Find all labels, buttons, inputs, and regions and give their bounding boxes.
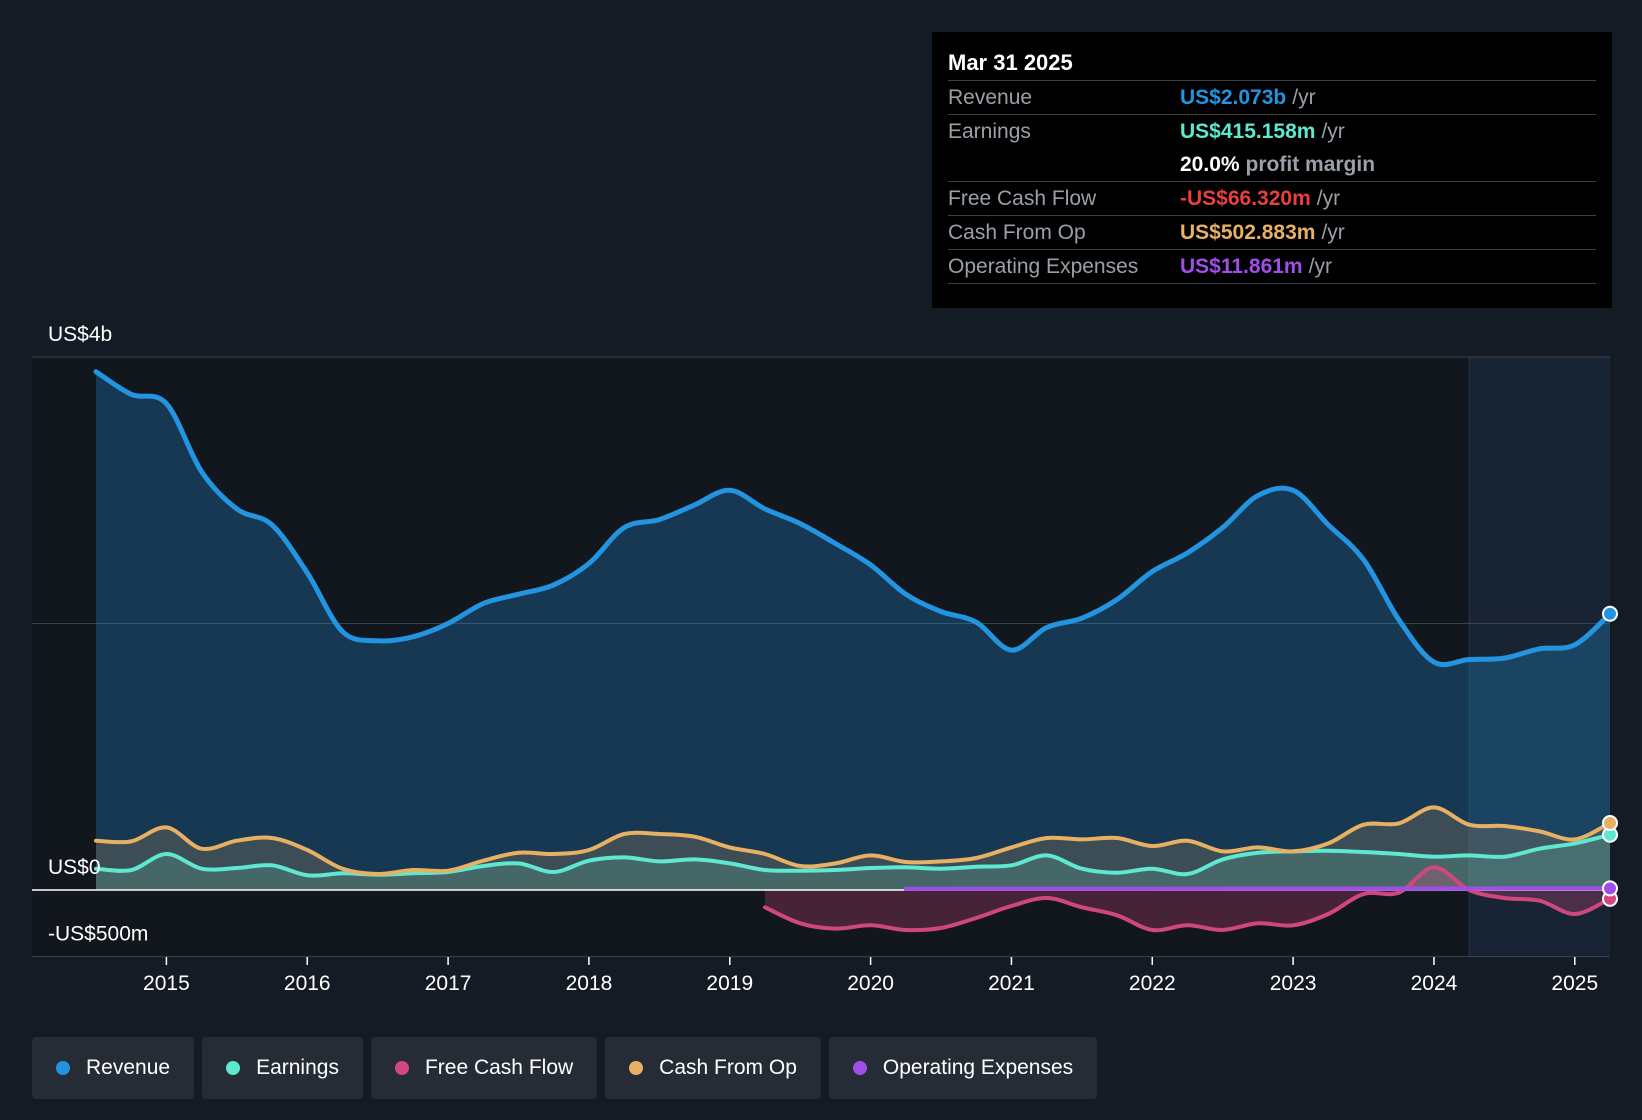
- tooltip-label-fcf: Free Cash Flow: [948, 187, 1097, 210]
- tooltip-label-earnings: Earnings: [948, 120, 1031, 143]
- x-tick-label: 2017: [425, 972, 472, 995]
- x-tick-label: 2024: [1411, 972, 1458, 995]
- x-tick-label: 2021: [988, 972, 1035, 995]
- tooltip-row-revenue: Revenue US$2.073b /yr: [948, 81, 1596, 115]
- revenue-end-dot: [1602, 605, 1618, 622]
- tooltip-row-opex: Operating Expenses US$11.861m /yr: [948, 250, 1596, 284]
- tooltip-row-cfo: Cash From Op US$502.883m /yr: [948, 216, 1596, 250]
- tooltip-row-earnings: Earnings US$415.158m /yr: [948, 115, 1596, 148]
- x-tick-label: 2020: [847, 972, 894, 995]
- x-tick-label: 2022: [1129, 972, 1176, 995]
- y-axis-labels: US$4b US$0 -US$500m: [48, 323, 148, 946]
- legend-label-free-cash-flow: Free Cash Flow: [424, 1056, 574, 1079]
- tooltip-unit-margin: profit margin: [1245, 153, 1376, 176]
- cash-from-op-end-dot: [1602, 814, 1618, 831]
- tooltip-value-fcf: -US$66.320m: [1180, 187, 1311, 210]
- legend-label-revenue: Revenue: [86, 1056, 171, 1079]
- legend: Revenue Earnings Free Cash Flow Cash Fro…: [32, 1037, 1098, 1099]
- tooltip-row-fcf: Free Cash Flow -US$66.320m /yr: [948, 182, 1596, 216]
- plot-background: [32, 357, 1610, 957]
- x-tick-label: 2019: [706, 972, 753, 995]
- x-tick-label: 2025: [1551, 972, 1598, 995]
- cash-from-op-line: [94, 805, 1612, 877]
- y-label: -US$500m: [48, 923, 148, 946]
- tooltip-date: Mar 31 2025: [948, 46, 1596, 81]
- earnings-area: [96, 834, 1610, 890]
- end-dots: [1602, 605, 1618, 907]
- tooltip-label-opex: Operating Expenses: [948, 255, 1139, 278]
- tooltip-unit-revenue: /yr: [1292, 86, 1316, 109]
- free-cash-flow-area: [765, 867, 1610, 931]
- tooltip-unit-cfo: /yr: [1321, 221, 1345, 244]
- tooltip-value-earnings: US$415.158m: [1180, 120, 1316, 143]
- series-lines: [93, 369, 1613, 933]
- tooltip-value-revenue: US$2.073b: [1180, 86, 1287, 109]
- tooltip-row-margin: 20.0% profit margin: [948, 148, 1596, 182]
- x-tick-label: 2023: [1270, 972, 1317, 995]
- legend-label-earnings: Earnings: [256, 1056, 339, 1079]
- legend-dot-earnings: [226, 1061, 241, 1075]
- x-axis-ticks: 2015 2016 2017 2018 2019 2020 2021 2022 2023 2024…: [143, 957, 1598, 995]
- tooltip-label-cfo: Cash From Op: [948, 221, 1086, 244]
- legend-item-free-cash-flow[interactable]: Free Cash Flow: [370, 1037, 598, 1099]
- y-label: US$4b: [48, 323, 112, 346]
- legend-item-operating-expenses[interactable]: Operating Expenses: [828, 1037, 1098, 1099]
- revenue-line: [93, 369, 1613, 668]
- legend-dot-operating-expenses: [852, 1061, 867, 1075]
- tooltip-value-opex: US$11.861m: [1180, 255, 1303, 278]
- tooltip-unit-fcf: /yr: [1316, 187, 1341, 210]
- legend-label-cash-from-op: Cash From Op: [659, 1056, 797, 1079]
- legend-item-revenue[interactable]: Revenue: [32, 1037, 195, 1099]
- gridlines: [32, 356, 1610, 958]
- tooltip-value-cfo: US$502.883m: [1180, 221, 1316, 244]
- x-tick-label: 2016: [284, 972, 331, 995]
- earnings-line: [94, 832, 1612, 878]
- legend-dot-cash-from-op: [629, 1061, 644, 1075]
- x-tick-label: 2015: [143, 972, 190, 995]
- tooltip-unit-earnings: /yr: [1321, 120, 1345, 143]
- tooltip-unit-opex: /yr: [1308, 255, 1332, 278]
- operating-expenses-end-dot: [1602, 880, 1618, 897]
- legend-dot-revenue: [56, 1061, 70, 1075]
- legend-item-earnings[interactable]: Earnings: [202, 1037, 363, 1099]
- legend-dot-free-cash-flow: [394, 1061, 409, 1075]
- y-label: US$0: [48, 856, 101, 879]
- tooltip-panel: Mar 31 2025 Revenue US$2.073b /yr Earnin…: [932, 32, 1612, 308]
- tooltip-value-margin: 20.0%: [1180, 153, 1240, 176]
- legend-item-cash-from-op[interactable]: Cash From Op: [605, 1037, 821, 1099]
- revenue-area: [96, 371, 1610, 890]
- operating-expenses-line: [903, 886, 1612, 891]
- x-tick-label: 2018: [566, 972, 613, 995]
- tooltip-label-revenue: Revenue: [948, 86, 1033, 109]
- legend-label-operating-expenses: Operating Expenses: [882, 1056, 1074, 1079]
